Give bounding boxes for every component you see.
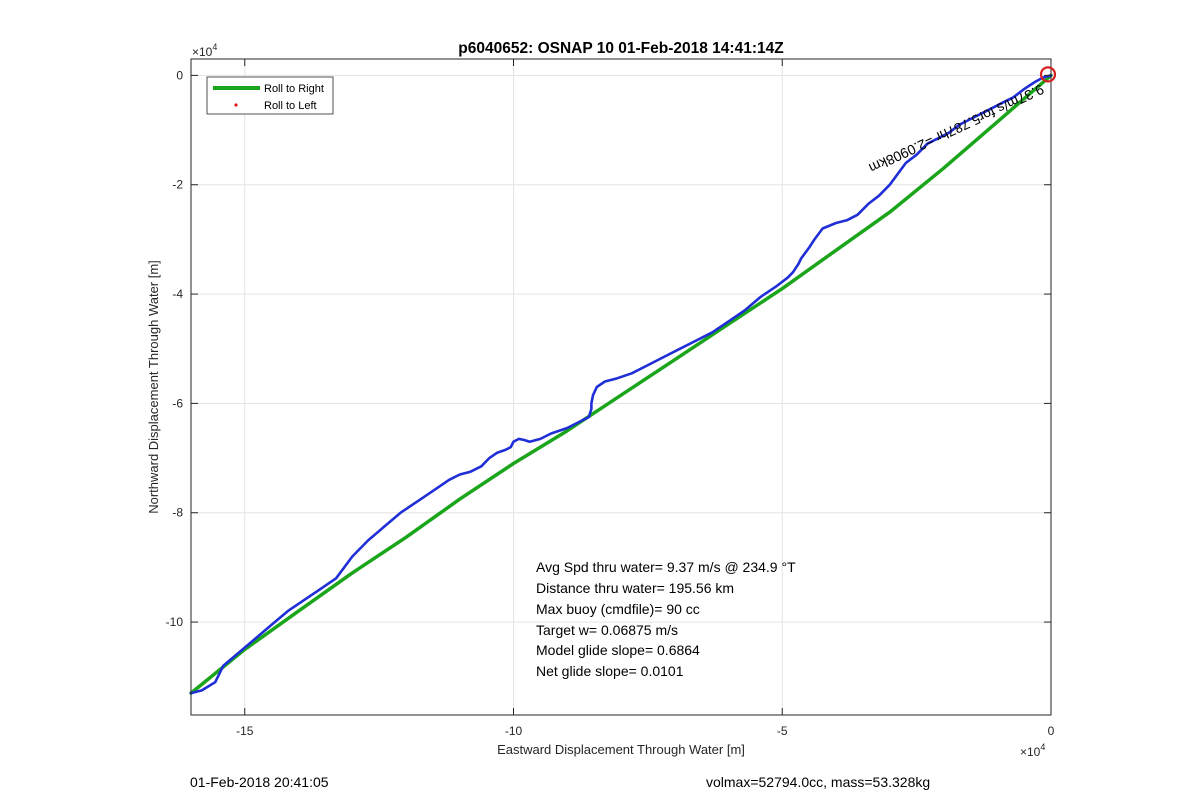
y-tick-label: -4 xyxy=(172,287,183,301)
x-exponent-power: 4 xyxy=(1040,742,1045,752)
legend-label-roll-right: Roll to Right xyxy=(264,83,324,95)
grid xyxy=(191,59,1052,715)
footer-vehicle-info: volmax=52794.0cc, mass=53.328kg xyxy=(706,774,930,790)
x-axis-label: Eastward Displacement Through Water [m] xyxy=(497,742,745,757)
chart-title: p6040652: OSNAP 10 01-Feb-2018 14:41:14Z xyxy=(458,40,784,57)
series-layer xyxy=(189,73,1053,695)
legend-label-roll-left: Roll to Left xyxy=(264,100,317,112)
y-tick-label: -10 xyxy=(166,615,184,629)
annotation-avg-speed: Avg Spd thru water= 9.37 m/s @ 234.9 °T xyxy=(536,559,796,575)
legend-box xyxy=(206,76,334,115)
series-glider-track xyxy=(189,74,1053,695)
axes-box xyxy=(190,58,1052,716)
y-tick-label: -2 xyxy=(172,178,183,192)
plot-area xyxy=(191,59,1051,715)
x-tick-label: -15 xyxy=(236,724,254,738)
footer-timestamp: 01-Feb-2018 20:41:05 xyxy=(190,774,329,790)
x-tick-label: -10 xyxy=(505,724,523,738)
annotation-model-glide: Model glide slope= 0.6864 xyxy=(536,642,700,658)
x-exponent: ×104 xyxy=(1020,742,1045,759)
annotation-block: Avg Spd thru water= 9.37 m/s @ 234.9 °T … xyxy=(536,559,796,679)
series-roll-right xyxy=(189,73,1053,695)
annotation-target-w: Target w= 0.06875 m/s xyxy=(536,622,678,638)
y-tick-label: -8 xyxy=(172,506,183,520)
annotation-max-buoy: Max buoy (cmdfile)= 90 cc xyxy=(536,601,700,617)
y-tick-label: 0 xyxy=(176,68,183,82)
y-tick-label: -6 xyxy=(172,396,183,410)
y-exponent-power: 4 xyxy=(212,42,217,52)
x-tick-label: -5 xyxy=(777,724,788,738)
legend: Roll to Right Roll to Left xyxy=(206,76,334,115)
end-position-marker xyxy=(1039,66,1057,83)
ticks: -15 -10 -5 0 0 -2 -4 -6 -8 -10 xyxy=(166,59,1055,738)
y-axis-label: Northward Displacement Through Water [m] xyxy=(146,260,161,514)
y-exponent-base: ×10 xyxy=(192,45,213,59)
y-exponent: ×104 xyxy=(192,42,217,59)
legend-marker-roll-left xyxy=(234,103,238,107)
x-tick-label: 0 xyxy=(1048,724,1055,738)
annotation-distance: Distance thru water= 195.56 km xyxy=(536,580,734,596)
x-exponent-base: ×10 xyxy=(1020,745,1041,759)
annotation-net-glide: Net glide slope= 0.0101 xyxy=(536,663,684,679)
